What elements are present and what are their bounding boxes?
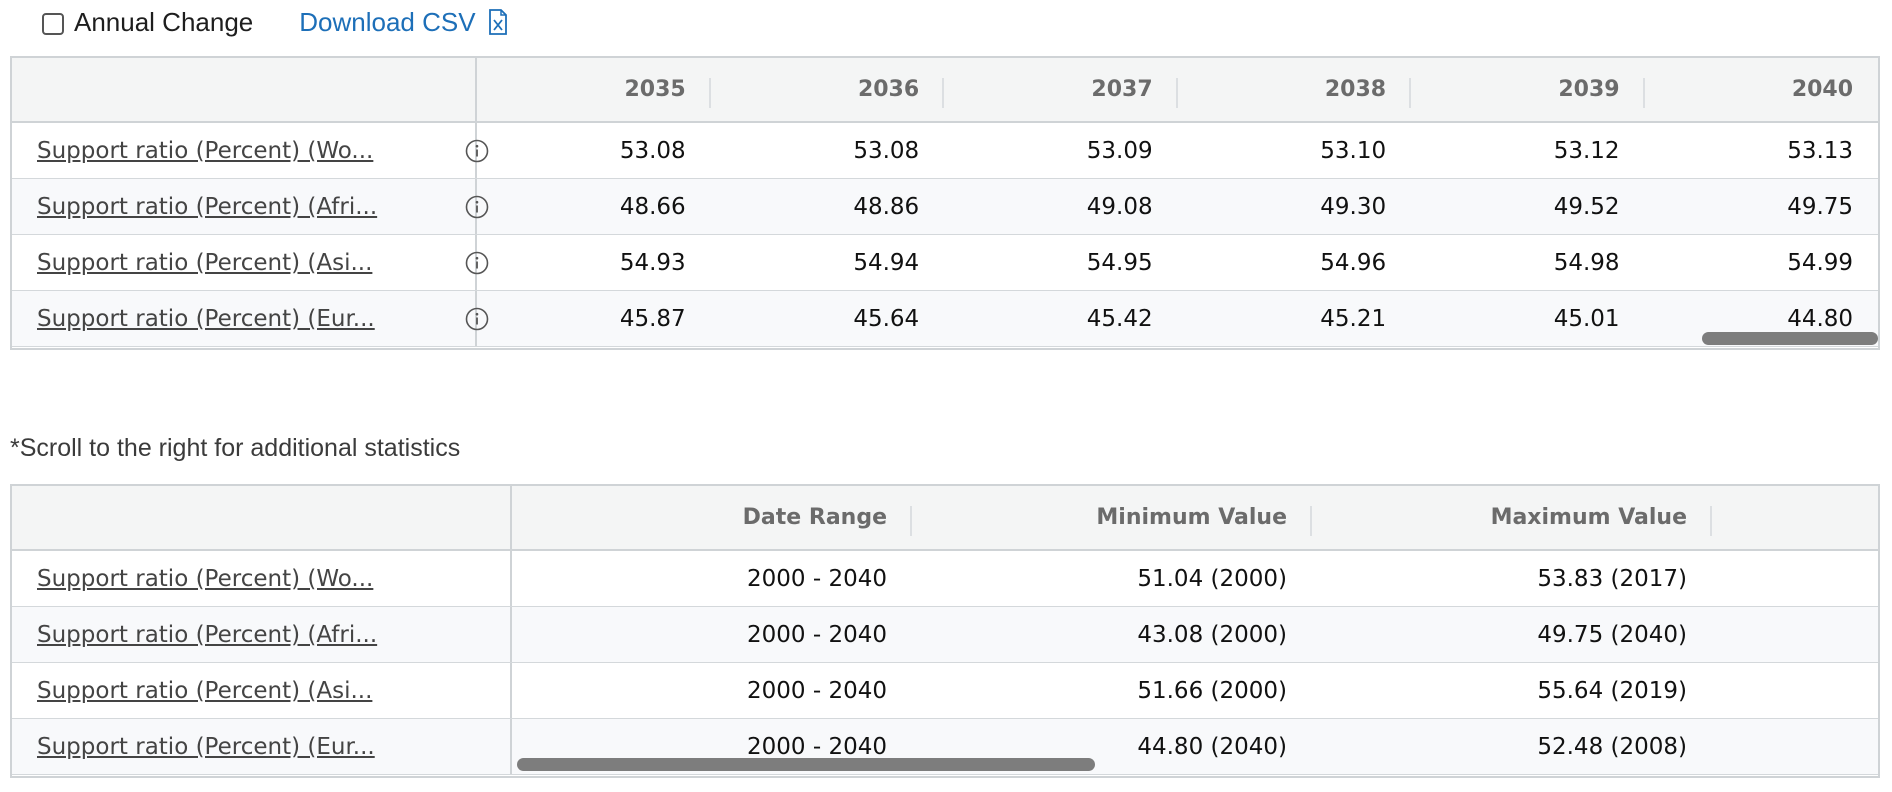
row-label-link[interactable]: Support ratio (Percent) (Afri... bbox=[37, 193, 378, 220]
data-cell: 53.83 (2017) bbox=[1537, 565, 1687, 592]
table-row: Support ratio (Percent) (Eur... 45.87 45… bbox=[12, 291, 1878, 347]
info-icon[interactable] bbox=[465, 251, 489, 275]
table-row: Support ratio (Percent) (Wo... 53.08 53.… bbox=[12, 123, 1878, 179]
data-cell: 51.66 (2000) bbox=[1137, 677, 1287, 704]
download-csv-label[interactable]: Download CSV bbox=[299, 6, 476, 37]
table-row: Support ratio (Percent) (Asi... 2000 - 2… bbox=[12, 663, 1878, 719]
data-cell: 54.94 bbox=[853, 249, 920, 276]
scroll-note: *Scroll to the right for additional stat… bbox=[10, 434, 461, 462]
row-label-link[interactable]: Support ratio (Percent) (Asi... bbox=[37, 677, 373, 704]
data-cell: 54.95 bbox=[1086, 249, 1153, 276]
info-icon[interactable] bbox=[465, 195, 489, 219]
data-cell: 49.08 bbox=[1086, 193, 1153, 220]
data-cell: 49.75 (2040) bbox=[1537, 621, 1687, 648]
column-header[interactable]: Date Range bbox=[512, 486, 912, 549]
table-header-row: 2035 2036 2037 2038 2039 2040 bbox=[12, 58, 1878, 123]
info-icon[interactable] bbox=[465, 307, 489, 331]
table-row: Support ratio (Percent) (Afri... 48.66 4… bbox=[12, 179, 1878, 235]
data-cell: 49.75 bbox=[1787, 193, 1854, 220]
data-cell: 54.93 bbox=[619, 249, 686, 276]
annual-change-checkbox[interactable] bbox=[42, 12, 64, 35]
data-cell: 43.08 (2000) bbox=[1137, 621, 1287, 648]
header-label-cell bbox=[12, 486, 512, 549]
data-cell: 2000 - 2040 bbox=[747, 565, 887, 592]
horizontal-scrollbar[interactable] bbox=[517, 758, 1095, 771]
data-cell: 53.08 bbox=[619, 137, 686, 164]
data-cell: 2000 - 2040 bbox=[747, 677, 887, 704]
data-cell: 53.08 bbox=[853, 137, 920, 164]
download-csv-link[interactable]: Download CSV bbox=[299, 7, 507, 38]
data-cell: 49.30 bbox=[1320, 193, 1387, 220]
data-cell: 45.21 bbox=[1320, 305, 1387, 332]
data-cell: 45.87 bbox=[619, 305, 686, 332]
column-header[interactable]: 2039 bbox=[1411, 58, 1645, 121]
toolbar: Annual Change Download CSV bbox=[40, 0, 508, 44]
data-cell: 54.98 bbox=[1553, 249, 1620, 276]
row-label-link[interactable]: Support ratio (Percent) (Asi... bbox=[37, 249, 373, 276]
data-cell: 45.42 bbox=[1086, 305, 1153, 332]
column-header[interactable]: 2036 bbox=[711, 58, 945, 121]
data-cell: 48.66 bbox=[619, 193, 686, 220]
data-cell: 48.86 bbox=[853, 193, 920, 220]
data-cell: 45.01 bbox=[1553, 305, 1620, 332]
data-cell: 54.96 bbox=[1320, 249, 1387, 276]
data-cell: 53.13 bbox=[1787, 137, 1854, 164]
row-label-link[interactable]: Support ratio (Percent) (Eur... bbox=[37, 305, 375, 332]
data-cell: 2000 - 2040 bbox=[747, 621, 887, 648]
table-header-row: Date Range Minimum Value Maximum Value bbox=[12, 486, 1878, 551]
data-cell: 49.52 bbox=[1553, 193, 1620, 220]
data-cell: 45.64 bbox=[853, 305, 920, 332]
data-cell: 44.80 bbox=[1787, 305, 1854, 332]
annual-change-label[interactable]: Annual Change bbox=[74, 6, 254, 37]
data-cell: 44.80 (2040) bbox=[1137, 733, 1287, 760]
column-header[interactable]: 2035 bbox=[477, 58, 711, 121]
horizontal-scrollbar[interactable] bbox=[1702, 332, 1878, 345]
data-cell: 51.04 (2000) bbox=[1137, 565, 1287, 592]
data-cell: 52.48 (2008) bbox=[1537, 733, 1687, 760]
column-header[interactable]: 2037 bbox=[944, 58, 1178, 121]
info-icon[interactable] bbox=[465, 139, 489, 163]
data-cell: 53.12 bbox=[1553, 137, 1620, 164]
data-cell: 54.99 bbox=[1787, 249, 1854, 276]
column-header[interactable]: 2038 bbox=[1178, 58, 1412, 121]
data-cell: 53.09 bbox=[1086, 137, 1153, 164]
data-cell: 55.64 (2019) bbox=[1537, 677, 1687, 704]
data-cell: 53.10 bbox=[1320, 137, 1387, 164]
row-label-link[interactable]: Support ratio (Percent) (Afri... bbox=[37, 621, 378, 648]
data-cell: 2000 - 2040 bbox=[747, 733, 887, 760]
row-label-link[interactable]: Support ratio (Percent) (Wo... bbox=[37, 137, 374, 164]
statistics-table: Date Range Minimum Value Maximum Value S… bbox=[10, 484, 1880, 778]
column-header[interactable]: Minimum Value bbox=[912, 486, 1312, 549]
yearly-values-table: 2035 2036 2037 2038 2039 2040 Support ra… bbox=[10, 56, 1880, 350]
column-header[interactable]: Maximum Value bbox=[1312, 486, 1712, 549]
row-label-link[interactable]: Support ratio (Percent) (Eur... bbox=[37, 733, 375, 760]
csv-file-icon[interactable] bbox=[488, 9, 508, 35]
table-row: Support ratio (Percent) (Afri... 2000 - … bbox=[12, 607, 1878, 663]
table-row: Support ratio (Percent) (Asi... 54.93 54… bbox=[12, 235, 1878, 291]
column-header[interactable]: 2040 bbox=[1791, 77, 1854, 102]
header-label-cell bbox=[12, 58, 478, 121]
table-row: Support ratio (Percent) (Wo... 2000 - 20… bbox=[12, 551, 1878, 607]
row-label-link[interactable]: Support ratio (Percent) (Wo... bbox=[37, 565, 374, 592]
